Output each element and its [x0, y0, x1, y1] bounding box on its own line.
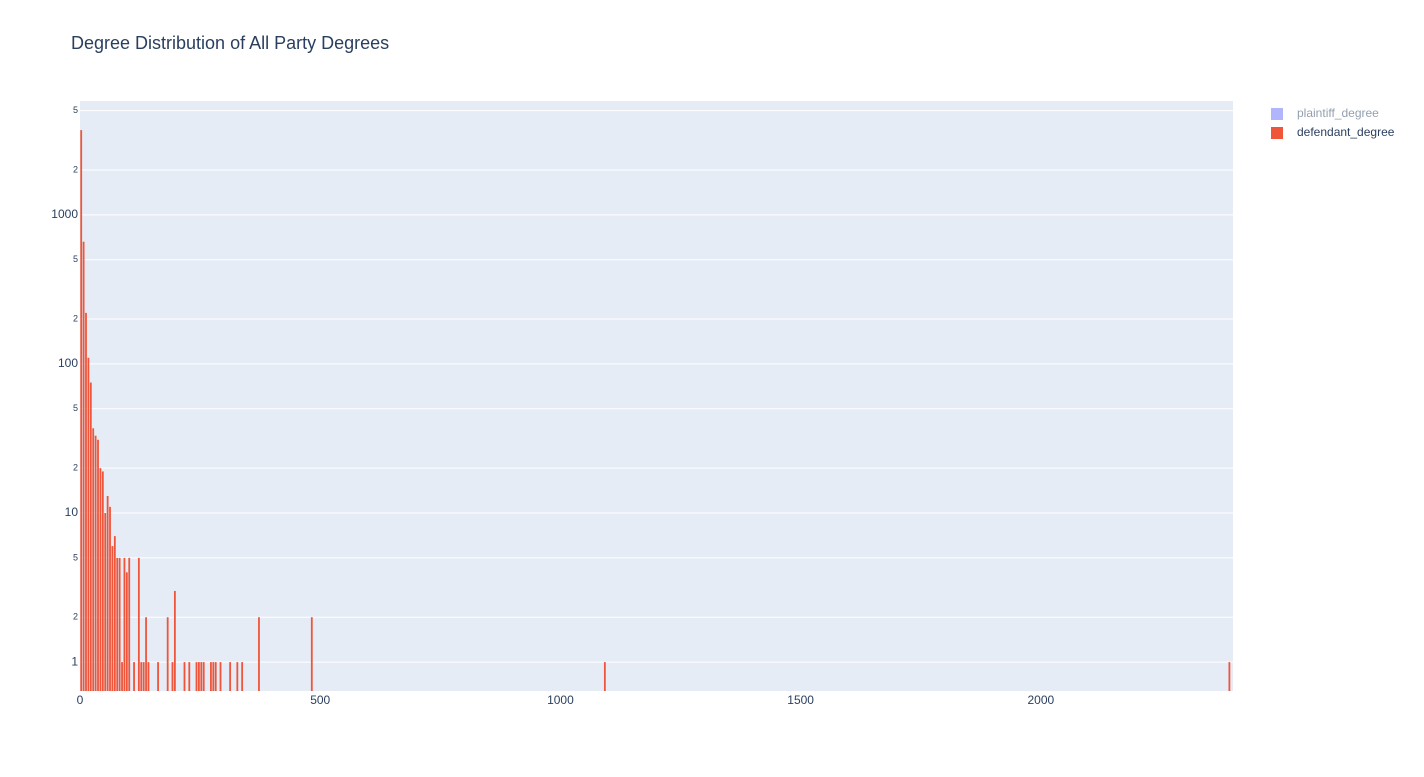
bar [92, 428, 95, 691]
bar [173, 590, 176, 691]
x-tick-label: 2000 [1027, 693, 1054, 707]
bar [87, 357, 90, 691]
bar [258, 617, 260, 691]
y-tick-label: 5 [73, 552, 78, 562]
y-tick-label: 2 [73, 313, 78, 323]
bar [210, 662, 212, 691]
bar [106, 496, 109, 691]
bar [200, 662, 203, 691]
chart-title: Degree Distribution of All Party Degrees [71, 33, 389, 53]
bar [195, 662, 198, 691]
bar [116, 557, 119, 691]
bar [603, 662, 606, 691]
bar [310, 617, 313, 691]
legend-label: plaintiff_degree [1297, 106, 1379, 120]
bar [118, 557, 121, 691]
bar [241, 662, 244, 691]
bar [214, 662, 217, 691]
y-tick-label: 2 [73, 612, 78, 622]
legend-label: defendant_degree [1297, 125, 1395, 139]
bar [229, 662, 232, 691]
bar [94, 435, 97, 691]
bar [99, 468, 102, 691]
bar [113, 536, 116, 691]
bar [140, 662, 143, 691]
bar [80, 130, 83, 692]
bar [142, 662, 145, 691]
bar [219, 662, 222, 691]
bar [171, 662, 174, 691]
legend-swatch [1271, 127, 1283, 139]
bar [97, 439, 99, 691]
legend-swatch [1271, 108, 1283, 120]
bar [137, 557, 140, 691]
bar [198, 662, 200, 691]
bar [166, 617, 169, 691]
x-tick-label: 1000 [547, 693, 574, 707]
y-tick-label: 1000 [51, 207, 78, 221]
x-tick-label: 0 [77, 693, 84, 707]
y-tick-label: 100 [58, 356, 78, 370]
bar [85, 312, 87, 691]
bar [1228, 662, 1231, 691]
bar [82, 241, 85, 691]
x-tick-label: 1500 [787, 693, 814, 707]
y-tick-label: 5 [73, 105, 78, 115]
y-tick-label: 10 [65, 505, 79, 519]
y-tick-label: 1 [71, 654, 78, 668]
bar [212, 662, 215, 691]
bar [147, 662, 150, 691]
bar [111, 546, 114, 691]
bar [128, 557, 131, 691]
bar [125, 572, 128, 691]
bar [121, 662, 123, 691]
bar [202, 662, 205, 691]
y-tick-label: 2 [73, 164, 78, 174]
bar [101, 471, 104, 691]
y-tick-label: 2 [73, 463, 78, 473]
plot-area [80, 101, 1233, 691]
bar [109, 506, 111, 691]
bar [104, 513, 107, 691]
bar [183, 662, 186, 691]
bar [89, 382, 92, 691]
x-tick-label: 500 [310, 693, 330, 707]
y-tick-label: 5 [73, 403, 78, 413]
y-tick-label: 5 [73, 254, 78, 264]
bar [236, 662, 239, 691]
bar [123, 557, 126, 691]
bar [157, 662, 159, 691]
bar [188, 662, 191, 691]
bar [133, 662, 135, 691]
bar [145, 617, 147, 691]
